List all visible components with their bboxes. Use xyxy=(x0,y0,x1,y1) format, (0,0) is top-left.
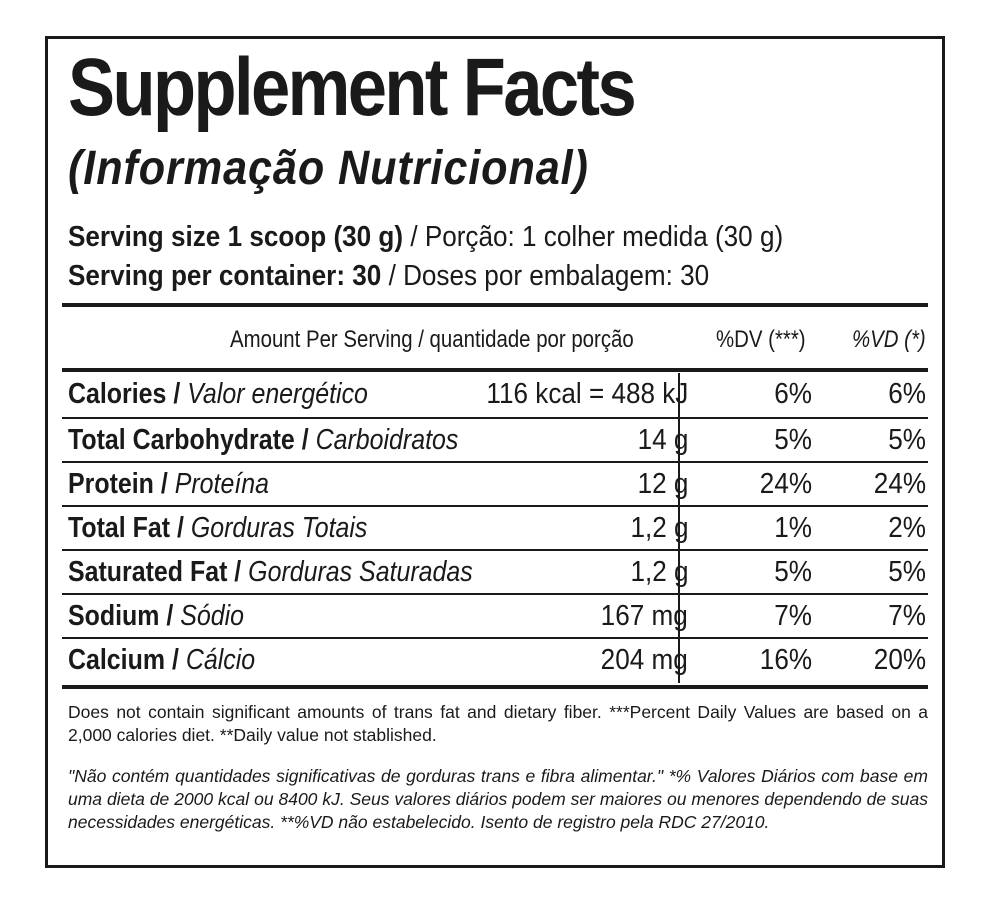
nutrient-vd: 2% xyxy=(888,512,926,544)
nutrient-name: Total Fat / Gorduras Totais xyxy=(68,512,368,544)
nutrient-amount: 204 mg xyxy=(600,644,688,676)
table-row-carbohydrate: Total Carbohydrate / Carboidratos 14 g 5… xyxy=(62,419,928,463)
nutrient-name-pt: Gorduras Totais xyxy=(190,512,368,544)
nutrient-name-en: Calories xyxy=(68,378,167,410)
nutrient-name: Saturated Fat / Gorduras Saturadas xyxy=(68,556,473,588)
nutrient-name: Protein / Proteína xyxy=(68,468,269,500)
table-row-sodium: Sodium / Sódio 167 mg 7% 7% xyxy=(62,595,928,639)
table-row-total-fat: Total Fat / Gorduras Totais 1,2 g 1% 2% xyxy=(62,507,928,551)
nutrient-name-pt: Proteína xyxy=(174,468,269,500)
nutrient-dv: 5% xyxy=(774,424,812,456)
row-divider xyxy=(62,549,928,551)
footnote-portuguese: "Não contém quantidades significativas d… xyxy=(68,766,928,832)
table-row-calcium: Calcium / Cálcio 204 mg 16% 20% xyxy=(62,639,928,683)
page-subtitle: (Informação Nutricional) xyxy=(68,142,589,195)
nutrient-dv: 1% xyxy=(774,512,812,544)
row-divider xyxy=(62,417,928,419)
row-divider xyxy=(62,505,928,507)
header-dv: %DV (***) xyxy=(716,326,806,353)
nutrient-dv: 16% xyxy=(759,644,812,676)
nutrient-vd: 6% xyxy=(888,378,926,410)
nutrient-amount: 12 g xyxy=(637,468,688,500)
nutrient-name-en: Calcium xyxy=(68,644,166,676)
row-divider xyxy=(62,593,928,595)
nutrient-name: Total Carbohydrate / Carboidratos xyxy=(68,424,459,456)
nutrient-dv: 5% xyxy=(774,556,812,588)
table-row-protein: Protein / Proteína 12 g 24% 24% xyxy=(62,463,928,507)
nutrient-name-en: Protein xyxy=(68,468,154,500)
row-divider xyxy=(62,461,928,463)
footnote-english: Does not contain significant amounts of … xyxy=(68,702,928,745)
nutrient-name: Sodium / Sódio xyxy=(68,600,245,632)
nutrient-name: Calcium / Cálcio xyxy=(68,644,256,676)
divider-header xyxy=(62,368,928,372)
nutrient-name-en: Sodium xyxy=(68,600,160,632)
nutrient-dv: 24% xyxy=(759,468,812,500)
nutrient-name: Calories / Valor energético xyxy=(68,378,368,410)
nutrient-vd: 20% xyxy=(873,644,926,676)
serving-size-en: Serving size 1 scoop (30 g) xyxy=(68,221,404,253)
header-amount: Amount Per Serving / quantidade por porç… xyxy=(230,326,634,353)
nutrient-vd: 7% xyxy=(888,600,926,632)
nutrient-vd: 5% xyxy=(888,556,926,588)
nutrient-name-pt: Cálcio xyxy=(185,644,256,676)
nutrient-dv: 7% xyxy=(774,600,812,632)
table-row-saturated-fat: Saturated Fat / Gorduras Saturadas 1,2 g… xyxy=(62,551,928,595)
nutrient-name-en: Saturated Fat xyxy=(68,556,228,588)
nutrient-name-pt: Gorduras Saturadas xyxy=(248,556,473,588)
serving-size-pt: / Porção: 1 colher medida (30 g) xyxy=(403,221,784,253)
nutrient-name-en: Total Carbohydrate xyxy=(68,424,295,456)
header-vd: %VD (*) xyxy=(852,326,926,353)
servings-per-container-pt: / Doses por embalagem: 30 xyxy=(381,260,710,292)
column-divider xyxy=(678,373,680,683)
nutrient-name-pt: Sódio xyxy=(180,600,245,632)
servings-per-container-en: Serving per container: 30 xyxy=(68,260,382,292)
row-divider xyxy=(62,637,928,639)
servings-per-container: Serving per container: 30 / Doses por em… xyxy=(68,260,710,293)
nutrient-dv: 6% xyxy=(774,378,812,410)
nutrient-name-pt: Carboidratos xyxy=(315,424,459,456)
page-title: Supplement Facts xyxy=(68,42,637,133)
divider-bottom xyxy=(62,685,928,689)
supplement-facts-panel: Supplement Facts (Informação Nutricional… xyxy=(45,36,945,868)
table-row-calories: Calories / Valor energético 116 kcal = 4… xyxy=(62,373,928,417)
nutrient-amount: 167 mg xyxy=(600,600,688,632)
serving-size: Serving size 1 scoop (30 g) / Porção: 1 … xyxy=(68,221,784,254)
nutrient-name-en: Total Fat xyxy=(68,512,171,544)
divider-top xyxy=(62,303,928,307)
nutrient-vd: 24% xyxy=(873,468,926,500)
nutrient-vd: 5% xyxy=(888,424,926,456)
nutrient-amount: 14 g xyxy=(637,424,688,456)
nutrient-amount: 116 kcal = 488 kJ xyxy=(486,378,688,410)
nutrient-name-pt: Valor energético xyxy=(187,378,368,410)
